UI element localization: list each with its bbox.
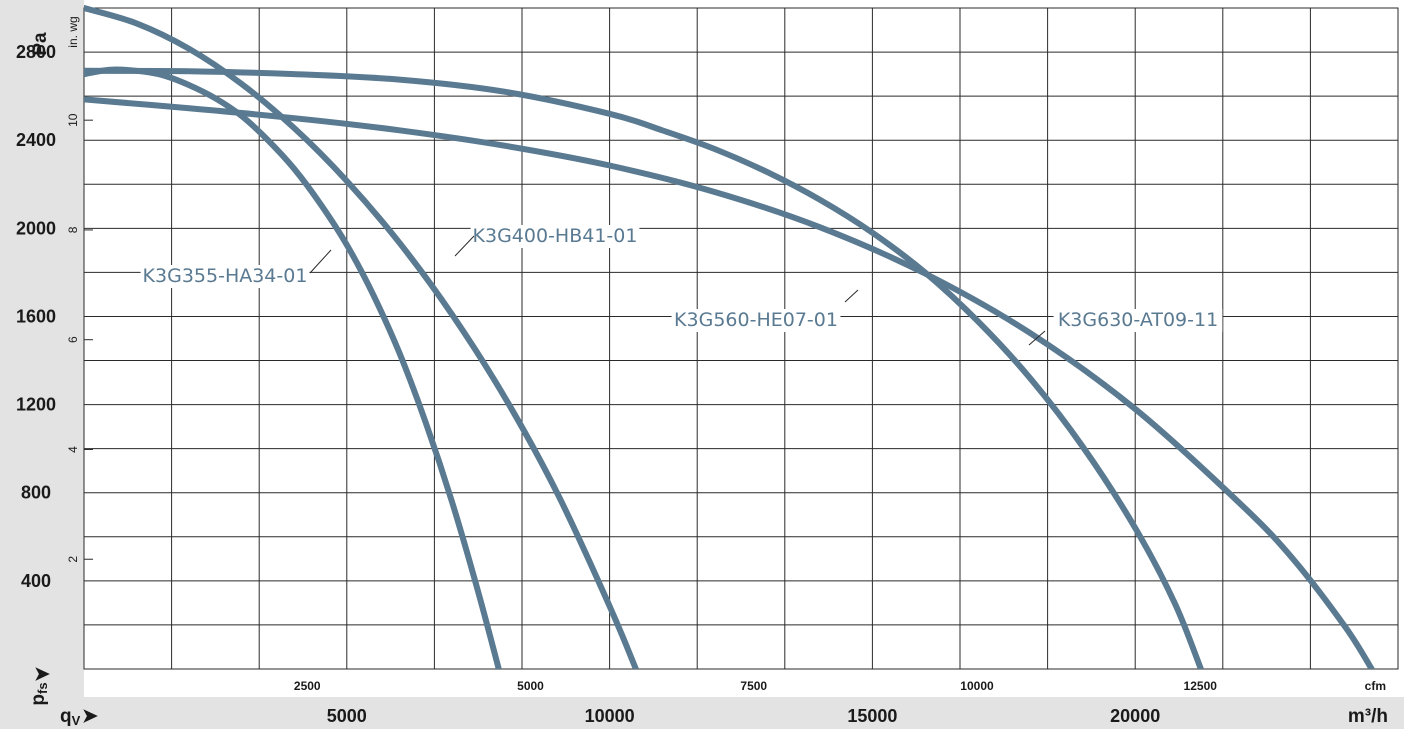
- curve-labels: K3G355-HA34-01 K3G400-HB41-01 K3G560-HE07-…: [140, 225, 1223, 346]
- curve-label-bg: [470, 225, 640, 248]
- y-axis-band: [0, 0, 84, 729]
- tick-label-pa: 1600: [16, 306, 56, 326]
- tick-label-pa: 2000: [16, 218, 56, 238]
- tick-label-in-wg: 4: [66, 446, 80, 453]
- y-axis-symbol: pfs: [28, 682, 50, 705]
- curve-label: K3G355-HA34-01: [143, 265, 308, 287]
- curve-label: K3G560-HE07-01: [674, 309, 838, 331]
- plot-area: [84, 8, 1398, 669]
- tick-label-pa: 800: [21, 483, 51, 503]
- inner-axis-in-wg: 2 4 6 8 10: [66, 113, 93, 563]
- curve-label-leader: [309, 249, 332, 274]
- series-curve: [84, 96, 1375, 669]
- tick-label-in-wg: 2: [66, 556, 80, 563]
- y-arrow-icon: ➤: [34, 664, 50, 685]
- curve-label-bg: [1053, 309, 1223, 332]
- tick-label-pa: 2800: [16, 42, 56, 62]
- tick-label-in-wg: 6: [66, 336, 80, 343]
- tick-label-cfm: 12500: [1184, 679, 1218, 693]
- tick-label-m3h: 5000: [327, 706, 367, 726]
- series-curve: [84, 67, 1204, 669]
- curve-label-bg: [140, 265, 310, 288]
- tick-label-pa: 400: [21, 571, 51, 591]
- y-axis-unit-pa: Pa: [30, 32, 51, 56]
- tick-label-pa: 1200: [16, 395, 56, 415]
- curve-label-leader: [844, 289, 859, 303]
- tick-label-cfm: 10000: [960, 679, 994, 693]
- tick-label-m3h: 15000: [847, 706, 897, 726]
- curve-label: K3G630-AT09-11: [1058, 309, 1218, 331]
- curve-label-leader: [1028, 330, 1046, 346]
- tick-label-cfm: 7500: [740, 679, 767, 693]
- curve-label-bg: [671, 309, 841, 332]
- curve-label-leader: [454, 235, 475, 257]
- x-axis-unit-cfm: cfm: [1365, 679, 1386, 693]
- tick-label-cfm: 2500: [294, 679, 321, 693]
- tick-label-cfm: 5000: [517, 679, 544, 693]
- tick-label-in-wg: 8: [66, 226, 80, 233]
- tick-label-in-wg: 10: [66, 113, 80, 127]
- curve-label: K3G400-HB41-01: [473, 225, 638, 247]
- series-curve: [84, 5, 640, 669]
- axis-labels: 400 800 1200 1600 2000 2400 2800 5000 10000 15000…: [16, 42, 1217, 726]
- series-curves: [84, 5, 1375, 669]
- series-curve: [84, 66, 502, 669]
- x-axis-symbol: qV: [60, 706, 81, 728]
- y-axis-unit-in-wg: in. wg: [66, 16, 80, 47]
- tick-label-pa: 2400: [16, 130, 56, 150]
- x-axis-band: [0, 697, 1404, 729]
- x-arrow-icon: ➤: [82, 706, 98, 727]
- tick-label-m3h: 20000: [1110, 706, 1160, 726]
- plot-border: [83, 7, 1399, 670]
- tick-label-m3h: 10000: [585, 706, 635, 726]
- x-axis-unit-m3h: m³/h: [1348, 706, 1388, 727]
